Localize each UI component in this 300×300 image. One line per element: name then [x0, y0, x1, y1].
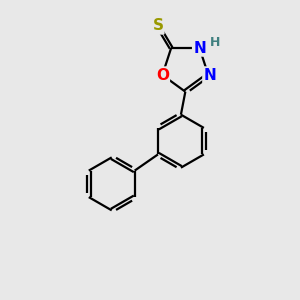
- Text: S: S: [152, 18, 164, 33]
- Text: O: O: [156, 68, 169, 82]
- Text: N: N: [193, 40, 206, 56]
- Text: H: H: [210, 36, 220, 49]
- Text: N: N: [203, 68, 216, 82]
